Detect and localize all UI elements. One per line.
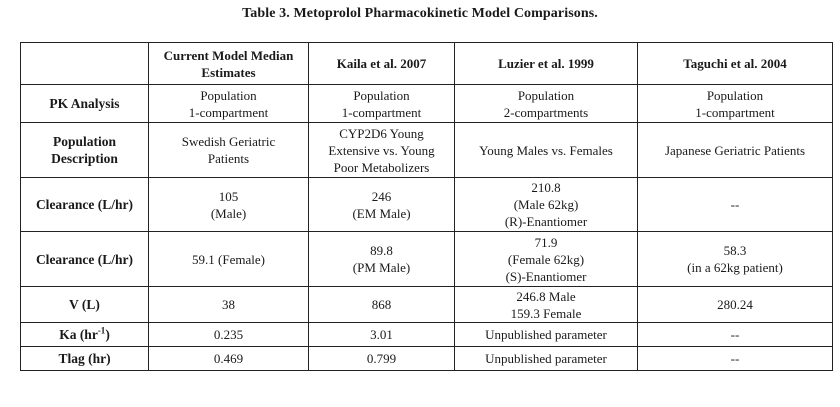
table-cell: -- (638, 347, 833, 371)
table-cell: Unpublished parameter (455, 323, 638, 347)
header-empty-cell (21, 43, 149, 85)
table-cell: -- (638, 178, 833, 232)
table-cell: Japanese Geriatric Patients (638, 123, 833, 178)
header-current-model: Current Model Median Estimates (149, 43, 309, 85)
table-cell: 58.3 (in a 62kg patient) (638, 232, 833, 287)
table-cell: -- (638, 323, 833, 347)
table-row-tlag: Tlag (hr) 0.469 0.799 Unpublished parame… (21, 347, 833, 371)
table-cell: 868 (309, 287, 455, 323)
table-row-pk-analysis: PK Analysis Population 1-compartment Popu… (21, 85, 833, 123)
header-kaila-2007: Kaila et al. 2007 (309, 43, 455, 85)
table-cell: 105 (Male) (149, 178, 309, 232)
table-row-volume: V (L) 38 868 246.8 Male 159.3 Female 280.… (21, 287, 833, 323)
table-cell: 71.9 (Female 62kg) (S)-Enantiomer (455, 232, 638, 287)
pk-comparison-table: Current Model Median Estimates Kaila et … (20, 42, 833, 371)
table-cell: 38 (149, 287, 309, 323)
table-cell: Population 1-compartment (309, 85, 455, 123)
table-row-clearance-female: Clearance (L/hr) 59.1 (Female) 89.8 (PM M… (21, 232, 833, 287)
table-cell: Population 1-compartment (149, 85, 309, 123)
table-row-ka: Ka (hr-1) 0.235 3.01 Unpublished paramet… (21, 323, 833, 347)
table-cell: 0.235 (149, 323, 309, 347)
row-label: PK Analysis (21, 85, 149, 123)
table-cell: Unpublished parameter (455, 347, 638, 371)
table-cell: 0.469 (149, 347, 309, 371)
table-cell: 3.01 (309, 323, 455, 347)
row-label: V (L) (21, 287, 149, 323)
row-label: Tlag (hr) (21, 347, 149, 371)
table-cell: 280.24 (638, 287, 833, 323)
table-cell: 210.8 (Male 62kg) (R)-Enantiomer (455, 178, 638, 232)
table-cell: Swedish Geriatric Patients (149, 123, 309, 178)
header-taguchi-2004: Taguchi et al. 2004 (638, 43, 833, 85)
table-row-population-description: Population Description Swedish Geriatric P… (21, 123, 833, 178)
table-caption: Table 3. Metoprolol Pharmacokinetic Mode… (0, 6, 840, 22)
row-label: Population Description (21, 123, 149, 178)
table-cell: CYP2D6 Young Extensive vs. Young Poor Meta… (309, 123, 455, 178)
table-cell: Population 2-compartments (455, 85, 638, 123)
table-header-row: Current Model Median Estimates Kaila et … (21, 43, 833, 85)
row-label: Clearance (L/hr) (21, 232, 149, 287)
table-cell: 89.8 (PM Male) (309, 232, 455, 287)
row-label: Ka (hr-1) (21, 323, 149, 347)
table-cell: 0.799 (309, 347, 455, 371)
table-cell: 246.8 Male 159.3 Female (455, 287, 638, 323)
table-cell: Young Males vs. Females (455, 123, 638, 178)
table-row-clearance-male: Clearance (L/hr) 105 (Male) 246 (EM Male) … (21, 178, 833, 232)
table-cell: 246 (EM Male) (309, 178, 455, 232)
table-cell: 59.1 (Female) (149, 232, 309, 287)
header-luzier-1999: Luzier et al. 1999 (455, 43, 638, 85)
row-label: Clearance (L/hr) (21, 178, 149, 232)
table-cell: Population 1-compartment (638, 85, 833, 123)
